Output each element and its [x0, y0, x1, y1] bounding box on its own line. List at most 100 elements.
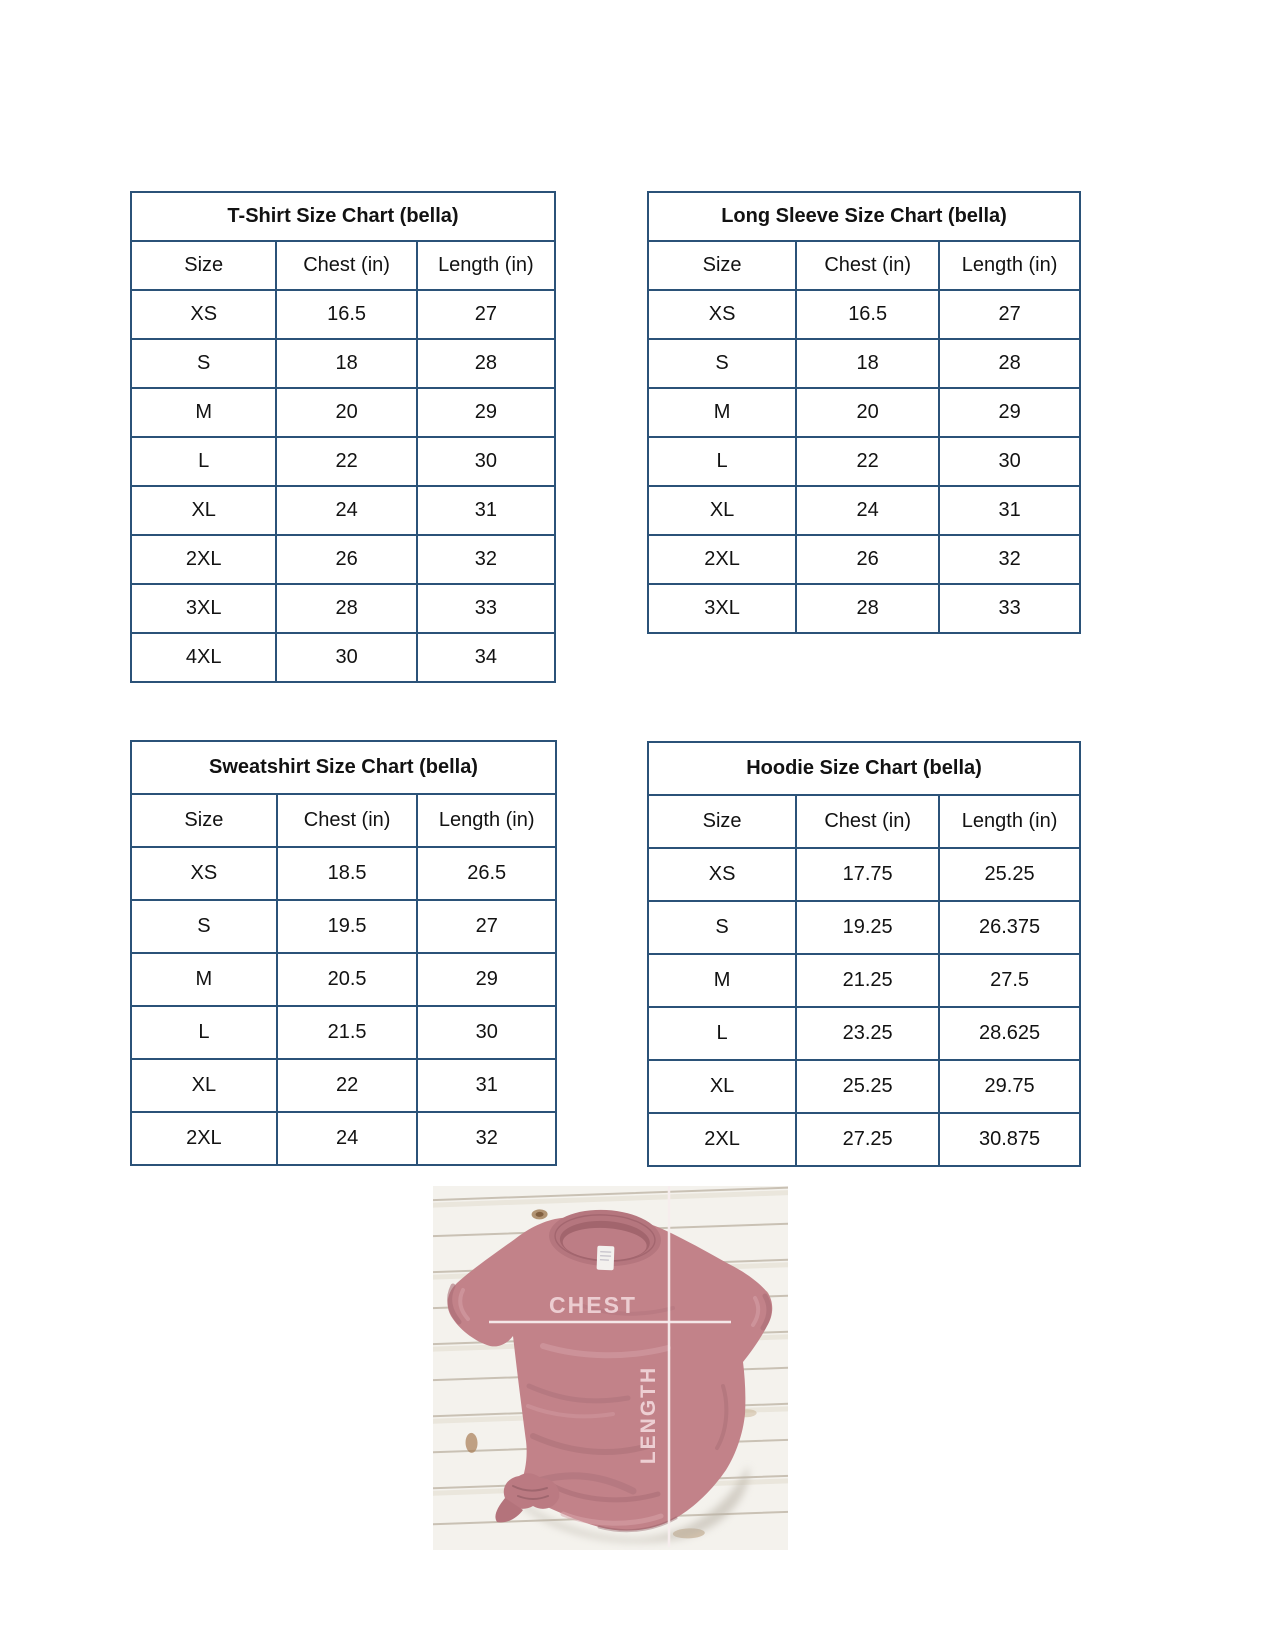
table-cell: 26.5	[416, 846, 557, 901]
table-row: 3XL 28 33	[646, 583, 1081, 634]
table-cell: 2XL	[646, 534, 798, 585]
table-cell: S	[130, 899, 278, 954]
table-cell: 28.625	[938, 1006, 1081, 1061]
table-cell: 19.5	[275, 899, 419, 954]
table-cell: 3XL	[646, 583, 798, 634]
table-cell: XS	[129, 289, 278, 340]
table-cell: 21.5	[275, 1005, 419, 1060]
column-header-chest: Chest (in)	[795, 240, 941, 291]
table-cell: 20.5	[275, 952, 419, 1007]
table-cell: 28	[415, 338, 557, 389]
table-row: S 18 28	[646, 338, 1081, 389]
table-row: S 18 28	[129, 338, 557, 389]
table-cell: 18.5	[275, 846, 419, 901]
table-row: 2XL 26 32	[646, 534, 1081, 585]
table-title: T-Shirt Size Chart (bella)	[130, 191, 556, 242]
table-row: L 23.25 28.625	[646, 1006, 1081, 1061]
table-cell: 27.5	[938, 953, 1081, 1008]
table-cell: 33	[938, 583, 1081, 634]
table-cell: 27.25	[795, 1112, 941, 1167]
table-cell: 29.75	[938, 1059, 1081, 1114]
table-cell: M	[646, 387, 798, 438]
table-cell: 28	[938, 338, 1081, 389]
table-row: L 22 30	[646, 436, 1081, 487]
table-title: Hoodie Size Chart (bella)	[647, 741, 1081, 796]
table-cell: 32	[938, 534, 1081, 585]
table-cell: 3XL	[129, 583, 278, 634]
column-header-size: Size	[646, 240, 798, 291]
table-cell: 28	[275, 583, 418, 634]
table-cell: 27	[415, 289, 557, 340]
table-row: XL 24 31	[646, 485, 1081, 536]
table-row: XL 22 31	[130, 1058, 557, 1113]
table-title-row: Long Sleeve Size Chart (bella)	[647, 191, 1081, 242]
table-row: 2XL 27.25 30.875	[646, 1112, 1081, 1167]
t-shirt-size-table: T-Shirt Size Chart (bella) Size Chest (i…	[129, 191, 557, 683]
table-cell: 22	[275, 1058, 419, 1113]
table-cell: 22	[275, 436, 418, 487]
column-header-chest: Chest (in)	[275, 793, 419, 848]
table-cell: 23.25	[795, 1006, 941, 1061]
column-header-size: Size	[130, 793, 278, 848]
table-row: M 20 29	[129, 387, 557, 438]
table-cell: 33	[415, 583, 557, 634]
table-cell: 30	[416, 1005, 557, 1060]
table-row: XS 18.5 26.5	[130, 846, 557, 901]
table-row: XS 16.5 27	[646, 289, 1081, 340]
tshirt-measurement-photo: CHEST LENGTH	[433, 1186, 788, 1550]
table-cell: 16.5	[275, 289, 418, 340]
table-row: S 19.5 27	[130, 899, 557, 954]
table-row: XL 25.25 29.75	[646, 1059, 1081, 1114]
length-label: LENGTH	[637, 1366, 660, 1464]
table-cell: M	[129, 387, 278, 438]
table-row: 4XL 30 34	[129, 632, 557, 683]
table-cell: 34	[415, 632, 557, 683]
table-title-row: Sweatshirt Size Chart (bella)	[130, 740, 557, 795]
table-cell: XL	[129, 485, 278, 536]
chest-label: CHEST	[549, 1292, 637, 1318]
table-row: S 19.25 26.375	[646, 900, 1081, 955]
table-title: Long Sleeve Size Chart (bella)	[647, 191, 1081, 242]
neck-label	[596, 1245, 615, 1271]
table-cell: 2XL	[129, 534, 278, 585]
table-cell: 30.875	[938, 1112, 1081, 1167]
table-row: M 21.25 27.5	[646, 953, 1081, 1008]
table-cell: 31	[938, 485, 1081, 536]
table-row: M 20.5 29	[130, 952, 557, 1007]
table-row: XL 24 31	[129, 485, 557, 536]
table-row: L 22 30	[129, 436, 557, 487]
table-cell: L	[129, 436, 278, 487]
table-cell: 26.375	[938, 900, 1081, 955]
table-cell: 26	[795, 534, 941, 585]
table-cell: 31	[415, 485, 557, 536]
shirt-knot	[495, 1473, 560, 1523]
table-cell: 30	[415, 436, 557, 487]
table-cell: 17.75	[795, 847, 941, 902]
table-cell: XS	[646, 289, 798, 340]
table-row: L 21.5 30	[130, 1005, 557, 1060]
table-title-row: Hoodie Size Chart (bella)	[647, 741, 1081, 796]
long-sleeve-size-table: Long Sleeve Size Chart (bella) Size Ches…	[646, 191, 1081, 634]
table-cell: 29	[938, 387, 1081, 438]
column-header-chest: Chest (in)	[795, 794, 941, 849]
table-cell: 2XL	[130, 1111, 278, 1166]
table-cell: 24	[275, 1111, 419, 1166]
table-cell: 27	[416, 899, 557, 954]
table-cell: 25.25	[795, 1059, 941, 1114]
table-cell: 29	[416, 952, 557, 1007]
table-cell: 21.25	[795, 953, 941, 1008]
table-row: 2XL 26 32	[129, 534, 557, 585]
table-cell: 20	[275, 387, 418, 438]
table-row: M 20 29	[646, 387, 1081, 438]
table-cell: 26	[275, 534, 418, 585]
table-cell: 24	[795, 485, 941, 536]
table-row: 3XL 28 33	[129, 583, 557, 634]
column-header-length: Length (in)	[415, 240, 557, 291]
table-cell: 32	[416, 1111, 557, 1166]
table-cell: 28	[795, 583, 941, 634]
table-cell: XS	[130, 846, 278, 901]
table-cell: 16.5	[795, 289, 941, 340]
column-header-length: Length (in)	[938, 240, 1081, 291]
table-header-row: Size Chest (in) Length (in)	[646, 240, 1081, 291]
